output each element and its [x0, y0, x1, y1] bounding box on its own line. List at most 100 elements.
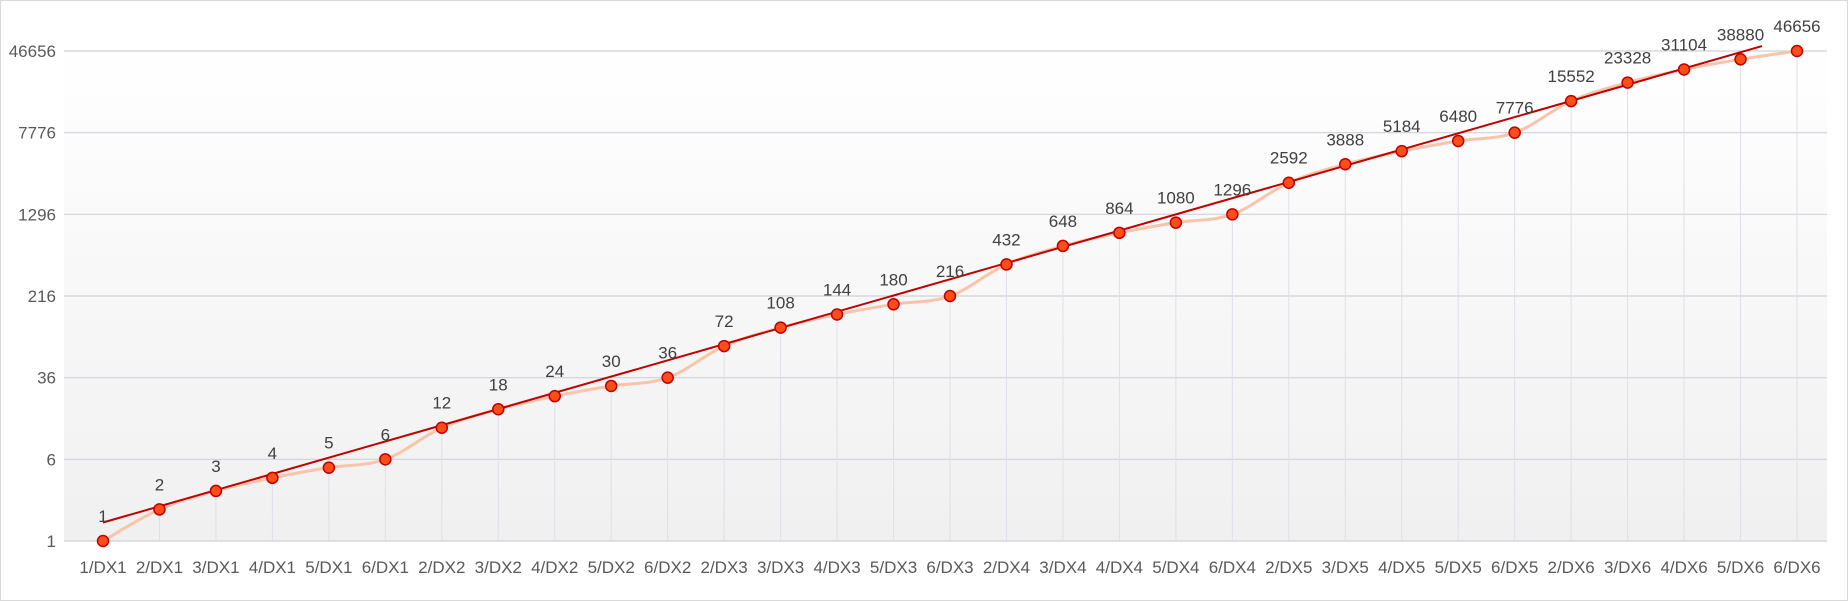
x-tick-label: 6/DX1 [362, 558, 409, 577]
trendline [102, 45, 1763, 524]
data-label: 648 [1049, 212, 1077, 231]
x-tick-label: 4/DX5 [1378, 558, 1425, 577]
x-tick-label: 2/DX3 [701, 558, 748, 577]
data-label: 7776 [1496, 99, 1534, 118]
x-tick-label: 5/DX3 [870, 558, 917, 577]
data-label: 31104 [1661, 35, 1707, 54]
data-label: 1 [98, 507, 107, 526]
data-label: 216 [936, 262, 964, 281]
x-tick-label: 6/DX6 [1773, 558, 1820, 577]
data-label: 1296 [1213, 180, 1251, 199]
y-tick-label: 6 [47, 450, 56, 469]
data-label: 30 [602, 352, 621, 371]
x-tick-label: 5/DX6 [1717, 558, 1764, 577]
data-label: 3888 [1326, 130, 1364, 149]
x-tick-label: 1/DX1 [79, 558, 126, 577]
data-label: 864 [1105, 199, 1133, 218]
data-point [379, 453, 392, 466]
data-point [1113, 226, 1126, 240]
data-label: 2592 [1270, 149, 1308, 168]
y-tick-label: 1296 [18, 205, 56, 224]
x-tick-label: 4/DX2 [531, 558, 578, 577]
data-point [1000, 258, 1013, 271]
data-point [1734, 53, 1747, 66]
y-tick-label: 36 [37, 369, 56, 388]
data-point [435, 421, 449, 434]
x-tick-label: 3/DX6 [1604, 558, 1651, 577]
data-point [1339, 158, 1352, 171]
data-label: 6480 [1439, 107, 1477, 126]
data-point [209, 484, 223, 498]
data-label: 24 [545, 362, 564, 381]
data-label: 38880 [1717, 25, 1764, 44]
data-label: 4 [268, 444, 277, 463]
data-point [322, 461, 336, 474]
data-point [548, 389, 561, 403]
gridlines [64, 50, 1827, 542]
data-label: 6 [381, 425, 390, 444]
data-point [1169, 216, 1183, 229]
x-tick-label: 3/DX4 [1039, 558, 1086, 577]
data-point [1451, 134, 1465, 148]
data-point [266, 471, 279, 485]
data-label: 15552 [1547, 67, 1594, 86]
x-tick-label: 2/DX2 [418, 558, 465, 577]
x-tick-label: 2/DX5 [1265, 558, 1312, 577]
x-tick-label: 6/DX4 [1209, 558, 1256, 577]
x-tick-label: 2/DX4 [983, 558, 1030, 577]
x-tick-label: 6/DX5 [1491, 558, 1538, 577]
data-label: 12 [432, 394, 451, 413]
data-label: 180 [879, 270, 907, 289]
x-tick-label: 5/DX1 [305, 558, 352, 577]
data-point [943, 289, 957, 303]
x-tick-label: 6/DX2 [644, 558, 691, 577]
y-tick-label: 7776 [18, 124, 56, 143]
data-point [1282, 176, 1296, 189]
data-point [1056, 239, 1070, 253]
data-point [774, 321, 787, 334]
drop-lines [158, 51, 1798, 541]
x-tick-label: 6/DX3 [926, 558, 973, 577]
data-point [1564, 94, 1578, 108]
data-point [887, 298, 900, 311]
data-point [492, 403, 505, 416]
data-label: 108 [766, 294, 794, 313]
data-point [1621, 76, 1634, 89]
data-point [604, 379, 618, 393]
data-point [1226, 208, 1239, 221]
data-point [830, 308, 844, 321]
data-point [1508, 126, 1521, 139]
y-tick-label: 216 [28, 287, 56, 306]
x-tick-label: 3/DX1 [192, 558, 239, 577]
data-label: 1080 [1157, 189, 1195, 208]
x-tick-label: 2/DX1 [136, 558, 183, 577]
data-label: 3 [211, 457, 220, 476]
data-label: 18 [489, 375, 508, 394]
x-tick-label: 4/DX3 [813, 558, 860, 577]
data-points [96, 44, 1804, 548]
data-point [96, 534, 110, 548]
data-label: 432 [992, 230, 1020, 249]
data-label: 23328 [1604, 49, 1651, 68]
y-axis-tick-labels: 1 6 36 216 1296 7776 46656 [9, 42, 56, 551]
x-tick-label: 3/DX5 [1322, 558, 1369, 577]
data-point [1790, 44, 1804, 58]
data-point [1395, 144, 1408, 158]
data-point [1677, 63, 1691, 76]
x-tick-label: 4/DX4 [1096, 558, 1143, 577]
x-tick-label: 5/DX4 [1152, 558, 1199, 577]
data-label: 2 [155, 475, 164, 494]
x-tick-label: 4/DX6 [1660, 558, 1707, 577]
y-tick-label: 1 [47, 532, 56, 551]
data-point [661, 371, 674, 384]
y-tick-label: 46656 [9, 42, 56, 61]
x-tick-label: 3/DX3 [757, 558, 804, 577]
data-label: 144 [823, 280, 851, 299]
x-axis-tick-labels: 1/DX1 2/DX1 3/DX1 4/DX1 5/DX1 6/DX1 2/DX2 3/DX2… [79, 558, 1820, 577]
data-label: 5184 [1383, 117, 1421, 136]
data-point [153, 503, 166, 516]
data-label: 46656 [1773, 17, 1820, 36]
data-label: 36 [658, 344, 677, 363]
